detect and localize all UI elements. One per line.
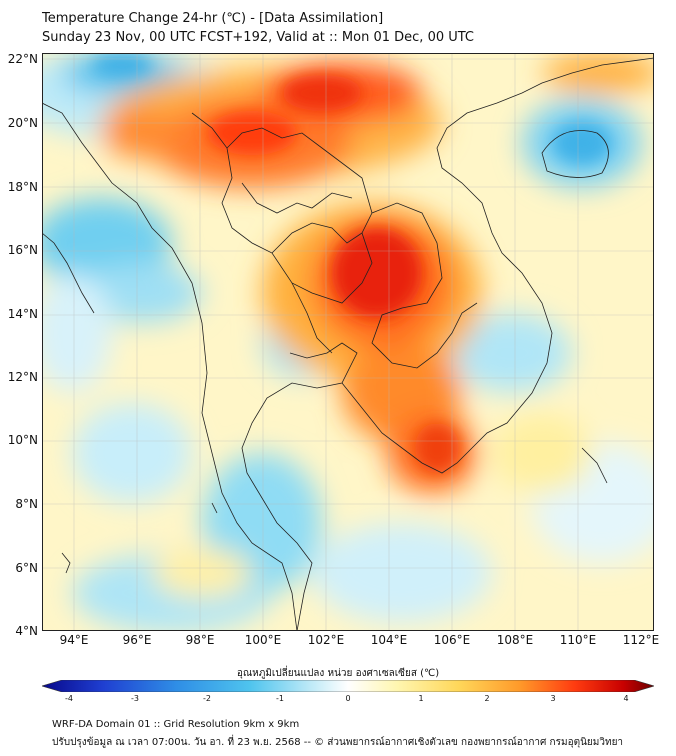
lon-label-102e: 102°E xyxy=(307,633,345,647)
colorbar-tick-3: 3 xyxy=(550,694,556,703)
colorbar-title: อุณหภูมิเปลี่ยนแปลง หน่วย องศาเซลเซียส (… xyxy=(236,668,440,679)
lon-label-100e: 100°E xyxy=(244,633,282,647)
lat-label-16n: 16°N xyxy=(7,243,38,257)
colorbar xyxy=(42,680,654,692)
lon-label-110e: 110°E xyxy=(559,633,597,647)
colorbar-tick-minus3: -3 xyxy=(131,694,139,703)
graticule xyxy=(42,53,654,631)
lon-label-98e: 98°E xyxy=(185,633,215,647)
lon-label-94e: 94°E xyxy=(59,633,89,647)
footer-credit: ปรับปรุงข้อมูล ณ เวลา 07:00น. วัน อา. ที… xyxy=(52,737,624,748)
colorbar-tick-minus2: -2 xyxy=(203,694,211,703)
lon-label-96e: 96°E xyxy=(122,633,152,647)
lat-label-20n: 20°N xyxy=(7,116,38,130)
lon-label-112e: 112°E xyxy=(622,633,660,647)
lat-label-4n: 4°N xyxy=(15,624,38,638)
lat-label-12n: 12°N xyxy=(7,370,38,384)
colorbar-tick-2: 2 xyxy=(484,694,490,703)
lon-label-108e: 108°E xyxy=(496,633,534,647)
lat-label-6n: 6°N xyxy=(15,561,38,575)
lat-label-18n: 18°N xyxy=(7,180,38,194)
lat-label-8n: 8°N xyxy=(15,497,38,511)
map-subtitle: Sunday 23 Nov, 00 UTC FCST+192, Valid at… xyxy=(42,30,475,45)
lon-label-106e: 106°E xyxy=(433,633,471,647)
colorbar-tick-minus4: -4 xyxy=(65,694,73,703)
lat-label-14n: 14°N xyxy=(7,307,38,321)
lat-label-22n: 22°N xyxy=(7,52,38,66)
colorbar-tick-0: 0 xyxy=(345,694,351,703)
coastlines-and-borders xyxy=(42,57,654,631)
colorbar-tick-4: 4 xyxy=(623,694,629,703)
lat-label-10n: 10°N xyxy=(7,433,38,447)
map-canvas xyxy=(42,53,654,631)
footer-model-info: WRF-DA Domain 01 :: Grid Resolution 9km … xyxy=(52,719,300,730)
map-title: Temperature Change 24-hr (℃) - [Data Ass… xyxy=(42,11,384,26)
colorbar-tick-1: 1 xyxy=(418,694,424,703)
temperature-change-map xyxy=(42,53,654,631)
colorbar-tick-minus1: -1 xyxy=(276,694,284,703)
lon-label-104e: 104°E xyxy=(370,633,408,647)
